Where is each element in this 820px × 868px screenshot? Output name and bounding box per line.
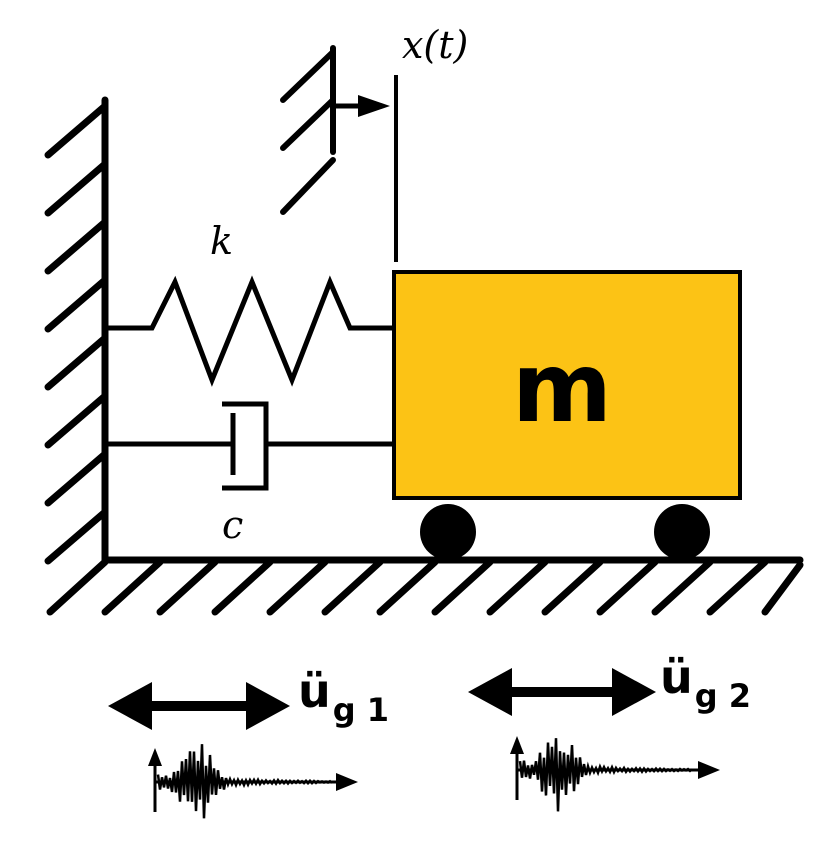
reference-support	[280, 45, 336, 215]
damper	[105, 401, 396, 491]
damper-label: c	[222, 503, 244, 547]
accelerogram-2	[510, 736, 720, 812]
displacement-arrow	[333, 95, 390, 117]
ground	[46, 556, 804, 616]
ground-acceleration-label-1: üg 1	[298, 668, 389, 726]
acceleration-subscript: g 2	[694, 677, 752, 715]
mass-label: m	[512, 332, 613, 444]
accelerogram-1	[148, 744, 358, 819]
wheel-right	[654, 504, 710, 560]
ground-motion-arrow-2	[468, 668, 656, 716]
mass-block	[392, 270, 742, 500]
spring	[105, 275, 396, 387]
left-wall	[44, 96, 109, 565]
acceleration-subscript: g 1	[332, 691, 390, 729]
acceleration-symbol: ü	[298, 664, 331, 718]
ground-acceleration-label-2: üg 2	[660, 654, 751, 712]
displacement-label: x(t)	[402, 23, 469, 67]
wheel-left	[420, 504, 476, 560]
acceleration-symbol: ü	[660, 650, 693, 704]
spring-label: k	[210, 219, 234, 263]
ground-motion-arrow-1	[108, 682, 290, 730]
